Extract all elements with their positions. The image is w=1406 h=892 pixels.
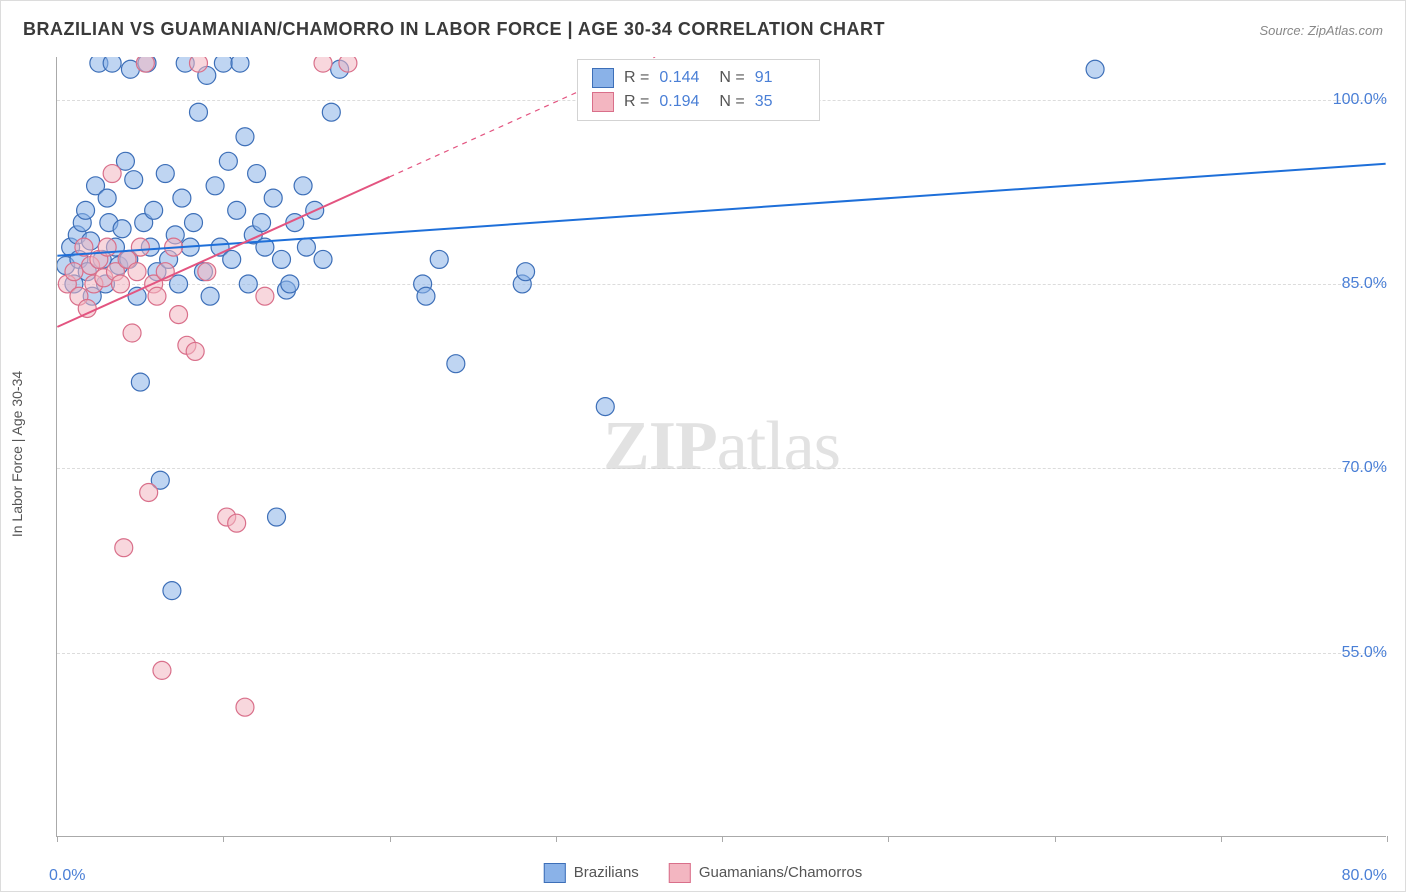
data-point-guamanians	[140, 484, 158, 502]
data-point-brazilians	[253, 214, 271, 232]
x-tick	[57, 836, 58, 842]
data-point-brazilians	[297, 238, 315, 256]
data-point-guamanians	[256, 287, 274, 305]
data-point-brazilians	[77, 201, 95, 219]
data-point-brazilians	[239, 275, 257, 293]
data-point-guamanians	[153, 661, 171, 679]
data-point-brazilians	[145, 201, 163, 219]
chart-container: BRAZILIAN VS GUAMANIAN/CHAMORRO IN LABOR…	[0, 0, 1406, 892]
data-point-brazilians	[201, 287, 219, 305]
data-point-brazilians	[273, 250, 291, 268]
data-point-guamanians	[136, 57, 154, 72]
x-tick	[1055, 836, 1056, 842]
chart-title: BRAZILIAN VS GUAMANIAN/CHAMORRO IN LABOR…	[23, 19, 885, 40]
data-point-guamanians	[189, 57, 207, 72]
data-point-brazilians	[236, 128, 254, 146]
x-axis-max-label: 80.0%	[1342, 867, 1387, 885]
data-point-brazilians	[248, 165, 266, 183]
data-point-brazilians	[447, 355, 465, 373]
correlation-legend-row: R = 0.194 N = 35	[592, 90, 805, 114]
r-label: R =	[624, 93, 649, 111]
y-axis-label: In Labor Force | Age 30-34	[9, 371, 25, 537]
data-point-brazilians	[430, 250, 448, 268]
n-label: N =	[719, 93, 744, 111]
legend-swatch	[592, 68, 614, 88]
data-point-brazilians	[417, 287, 435, 305]
data-point-guamanians	[236, 698, 254, 716]
data-point-brazilians	[131, 373, 149, 391]
data-point-brazilians	[231, 57, 249, 72]
x-tick	[722, 836, 723, 842]
data-point-guamanians	[228, 514, 246, 532]
data-point-brazilians	[264, 189, 282, 207]
legend-item-guamanians: Guamanians/Chamorros	[669, 863, 862, 883]
data-point-brazilians	[517, 263, 535, 281]
correlation-legend-row: R = 0.144 N = 91	[592, 66, 805, 90]
data-point-brazilians	[268, 508, 286, 526]
data-point-brazilians	[185, 214, 203, 232]
data-point-guamanians	[128, 263, 146, 281]
source-attribution: Source: ZipAtlas.com	[1259, 23, 1383, 38]
data-point-brazilians	[103, 57, 121, 72]
data-point-brazilians	[322, 103, 340, 121]
x-tick	[556, 836, 557, 842]
legend-label: Brazilians	[574, 864, 639, 881]
x-tick	[888, 836, 889, 842]
data-point-guamanians	[115, 539, 133, 557]
data-point-brazilians	[223, 250, 241, 268]
n-value: 91	[755, 69, 805, 87]
correlation-legend: R = 0.144 N = 91 R = 0.194 N = 35	[577, 59, 820, 121]
data-point-guamanians	[103, 165, 121, 183]
legend-swatch	[544, 863, 566, 883]
scatter-plot-svg	[57, 57, 1386, 836]
x-tick	[1221, 836, 1222, 842]
data-point-brazilians	[214, 57, 232, 72]
data-point-brazilians	[596, 398, 614, 416]
data-point-brazilians	[294, 177, 312, 195]
data-point-guamanians	[65, 263, 83, 281]
data-point-brazilians	[156, 165, 174, 183]
data-point-guamanians	[339, 57, 357, 72]
r-label: R =	[624, 69, 649, 87]
data-point-guamanians	[314, 57, 332, 72]
legend-swatch	[669, 863, 691, 883]
series-legend: Brazilians Guamanians/Chamorros	[544, 863, 862, 883]
x-tick	[223, 836, 224, 842]
data-point-brazilians	[125, 171, 143, 189]
data-point-brazilians	[281, 275, 299, 293]
n-value: 35	[755, 93, 805, 111]
data-point-guamanians	[111, 275, 129, 293]
data-point-brazilians	[173, 189, 191, 207]
x-axis-min-label: 0.0%	[49, 867, 85, 885]
data-point-brazilians	[219, 152, 237, 170]
legend-swatch	[592, 92, 614, 112]
data-point-guamanians	[198, 263, 216, 281]
data-point-brazilians	[1086, 60, 1104, 78]
data-point-guamanians	[148, 287, 166, 305]
n-label: N =	[719, 69, 744, 87]
data-point-guamanians	[78, 299, 96, 317]
data-point-guamanians	[170, 306, 188, 324]
r-value: 0.144	[659, 69, 709, 87]
legend-label: Guamanians/Chamorros	[699, 864, 862, 881]
data-point-guamanians	[131, 238, 149, 256]
x-tick	[1387, 836, 1388, 842]
data-point-guamanians	[123, 324, 141, 342]
data-point-brazilians	[98, 189, 116, 207]
data-point-brazilians	[314, 250, 332, 268]
legend-item-brazilians: Brazilians	[544, 863, 639, 883]
r-value: 0.194	[659, 93, 709, 111]
data-point-guamanians	[186, 342, 204, 360]
data-point-brazilians	[189, 103, 207, 121]
data-point-brazilians	[206, 177, 224, 195]
data-point-brazilians	[113, 220, 131, 238]
x-tick	[390, 836, 391, 842]
data-point-brazilians	[228, 201, 246, 219]
plot-area: ZIPatlas	[56, 57, 1386, 837]
data-point-brazilians	[163, 582, 181, 600]
